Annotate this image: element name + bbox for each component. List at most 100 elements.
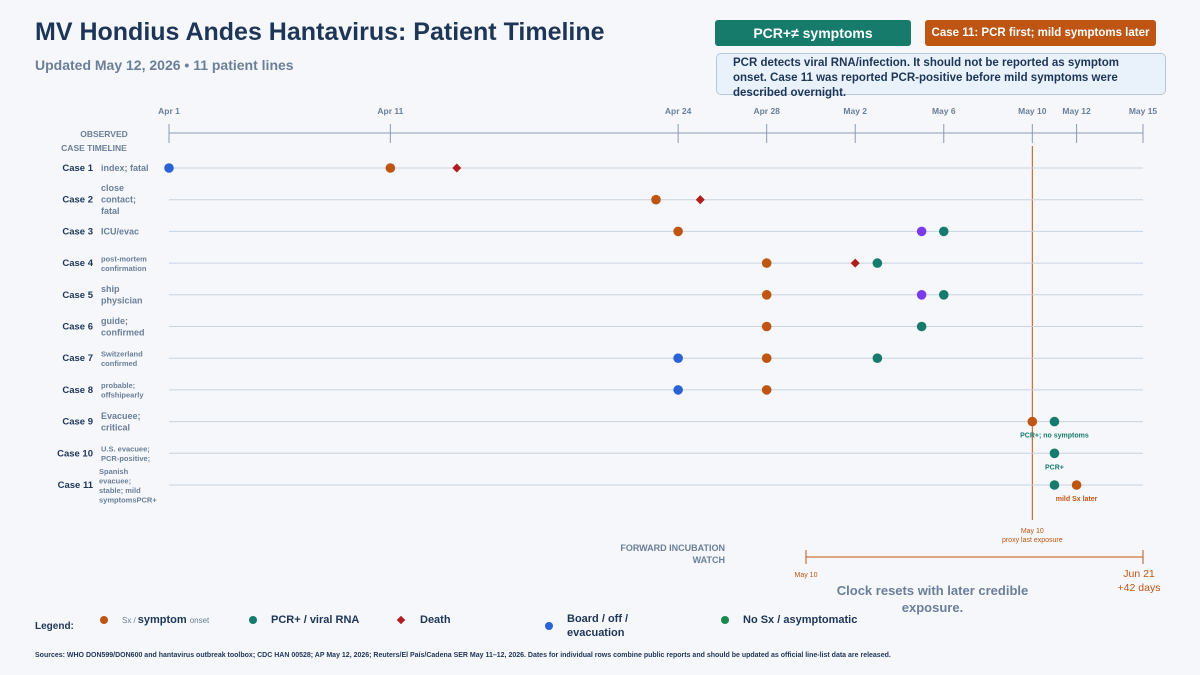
- pcr-not-symptoms-badge: PCR+≠ symptoms: [715, 20, 911, 46]
- x-tick-label: Apr 1: [158, 106, 180, 116]
- row-case-label: Case 7: [62, 353, 93, 364]
- legend-pcr-label: PCR+ / viral RNA: [271, 614, 360, 626]
- row-case-label: Case 10: [57, 448, 93, 459]
- axis-header-line1: OBSERVED: [80, 129, 128, 139]
- row-description: ship: [101, 284, 120, 294]
- row-case-label: Case 9: [62, 417, 93, 428]
- legend-board-dot: [545, 622, 553, 630]
- row-case-label: Case 3: [62, 226, 93, 237]
- incubation-start-label: May 10: [795, 572, 818, 579]
- pcr-explanation-callout: PCR detects viral RNA/infection. It shou…: [716, 53, 1166, 99]
- row-case-label: Case 8: [62, 385, 93, 396]
- legend-pcr-dot: [249, 616, 257, 624]
- event-pcr-marker: [938, 226, 949, 237]
- x-tick-label: Apr 24: [665, 106, 692, 116]
- event-sx-marker: [761, 385, 772, 395]
- event-death-marker: [850, 258, 860, 268]
- legend-label: Legend:: [35, 621, 74, 632]
- row-description: offshipearly: [101, 391, 144, 400]
- row-case-label: Case 4: [62, 258, 93, 269]
- row-annotation: PCR+; no symptoms: [1020, 433, 1089, 440]
- legend-board-label: Board / off / evacuation: [567, 613, 629, 639]
- legend-symptom-small2: onset: [189, 615, 210, 625]
- row-description: fatal: [101, 206, 120, 216]
- x-tick-label: May 15: [1129, 106, 1158, 116]
- axis-header-line2: CASE TIMELINE: [61, 143, 127, 153]
- x-tick-label: May 10: [1018, 106, 1047, 116]
- row-description: U.S. evacuee;: [101, 445, 150, 454]
- event-sx-marker: [1027, 416, 1038, 427]
- row-case-label: Case 2: [62, 195, 93, 206]
- row-description: confirmed: [101, 327, 145, 337]
- event-sx-marker: [385, 163, 396, 173]
- event-death-marker: [695, 195, 705, 205]
- incubation-end-date: Jun 21: [1123, 568, 1155, 580]
- event-sx-marker: [761, 321, 772, 332]
- legend-symptom-dot: [100, 616, 108, 624]
- sources-note: Sources: WHO DON599/DON600 and hantaviru…: [35, 652, 891, 659]
- row-description: Switzerland: [101, 349, 143, 358]
- row-case-label: Case 5: [62, 290, 93, 301]
- exposure-marker-label: proxy last exposure: [1002, 537, 1063, 544]
- legend-item-board: Board / off / evacuation: [545, 612, 667, 640]
- legend-death-label: Death: [420, 614, 451, 626]
- x-tick-label: May 2: [843, 106, 867, 116]
- event-board-marker: [164, 163, 174, 173]
- row-description: index; fatal: [101, 163, 149, 173]
- x-tick-label: May 12: [1062, 106, 1091, 116]
- event-pcr-marker: [1049, 416, 1060, 427]
- row-description: evacuee;: [99, 476, 131, 485]
- legend-item-nosx: No Sx / asymptomatic: [721, 614, 857, 626]
- event-board-marker: [673, 353, 683, 364]
- event-death-marker: [452, 163, 462, 173]
- x-tick-label: May 6: [932, 106, 956, 116]
- x-tick-label: Apr 28: [753, 106, 780, 116]
- incubation-watch-label: FORWARD INCUBATION WATCH: [620, 543, 725, 565]
- row-case-label: Case 1: [62, 163, 93, 174]
- legend-item-death: Death: [396, 614, 451, 626]
- event-sx-marker: [673, 226, 683, 237]
- legend-item-symptom-onset: Sx / symptom onset: [100, 614, 209, 626]
- legend-symptom-small: Sx /: [122, 615, 136, 625]
- row-description: PCR-positive;: [101, 454, 150, 463]
- row-annotation: mild Sx later: [1056, 496, 1098, 503]
- incubation-end-days: +42 days: [1118, 582, 1161, 594]
- event-mid-marker: [916, 290, 927, 300]
- event-sx-marker: [1071, 480, 1082, 490]
- event-sx-marker: [651, 194, 661, 205]
- row-description: critical: [101, 422, 130, 432]
- legend-nosx-label: No Sx / asymptomatic: [743, 614, 858, 626]
- event-sx-marker: [761, 290, 772, 300]
- case11-badge: Case 11: PCR first; mild symptoms later: [925, 20, 1156, 46]
- legend-death-diamond: [396, 615, 406, 625]
- event-pcr-marker: [872, 353, 883, 364]
- event-pcr-marker: [872, 258, 883, 268]
- row-description: contact;: [101, 195, 136, 205]
- event-sx-marker: [761, 258, 772, 268]
- legend-nosx-dot: [721, 616, 729, 624]
- event-board-marker: [673, 385, 683, 395]
- row-annotation: PCR+: [1045, 464, 1064, 471]
- row-description: Evacuee;: [101, 411, 141, 421]
- event-pcr-marker: [1049, 480, 1060, 490]
- legend-symptom-main: symptom: [137, 614, 187, 626]
- row-case-label: Case 11: [58, 480, 94, 491]
- row-description: confirmation: [101, 264, 147, 273]
- row-description: post-mortem: [101, 254, 147, 263]
- row-description: symptomsPCR+: [99, 495, 157, 504]
- event-pcr-marker: [1049, 448, 1060, 459]
- x-tick-label: Apr 11: [377, 106, 403, 116]
- row-description: ICU/evac: [101, 226, 139, 236]
- page-subtitle: Updated May 12, 2026 • 11 patient lines: [35, 57, 294, 73]
- event-pcr-marker: [938, 290, 949, 300]
- row-case-label: Case 6: [62, 322, 93, 333]
- row-description: confirmed: [101, 359, 138, 368]
- row-description: close: [101, 183, 124, 193]
- clock-reset-note: Clock resets with later credible exposur…: [836, 583, 1029, 615]
- legend-item-pcr: PCR+ / viral RNA: [249, 614, 359, 626]
- row-description: Spanish: [99, 467, 129, 476]
- page-title: MV Hondius Andes Hantavirus: Patient Tim…: [35, 18, 605, 46]
- row-description: guide;: [101, 316, 128, 326]
- event-sx-marker: [761, 353, 772, 364]
